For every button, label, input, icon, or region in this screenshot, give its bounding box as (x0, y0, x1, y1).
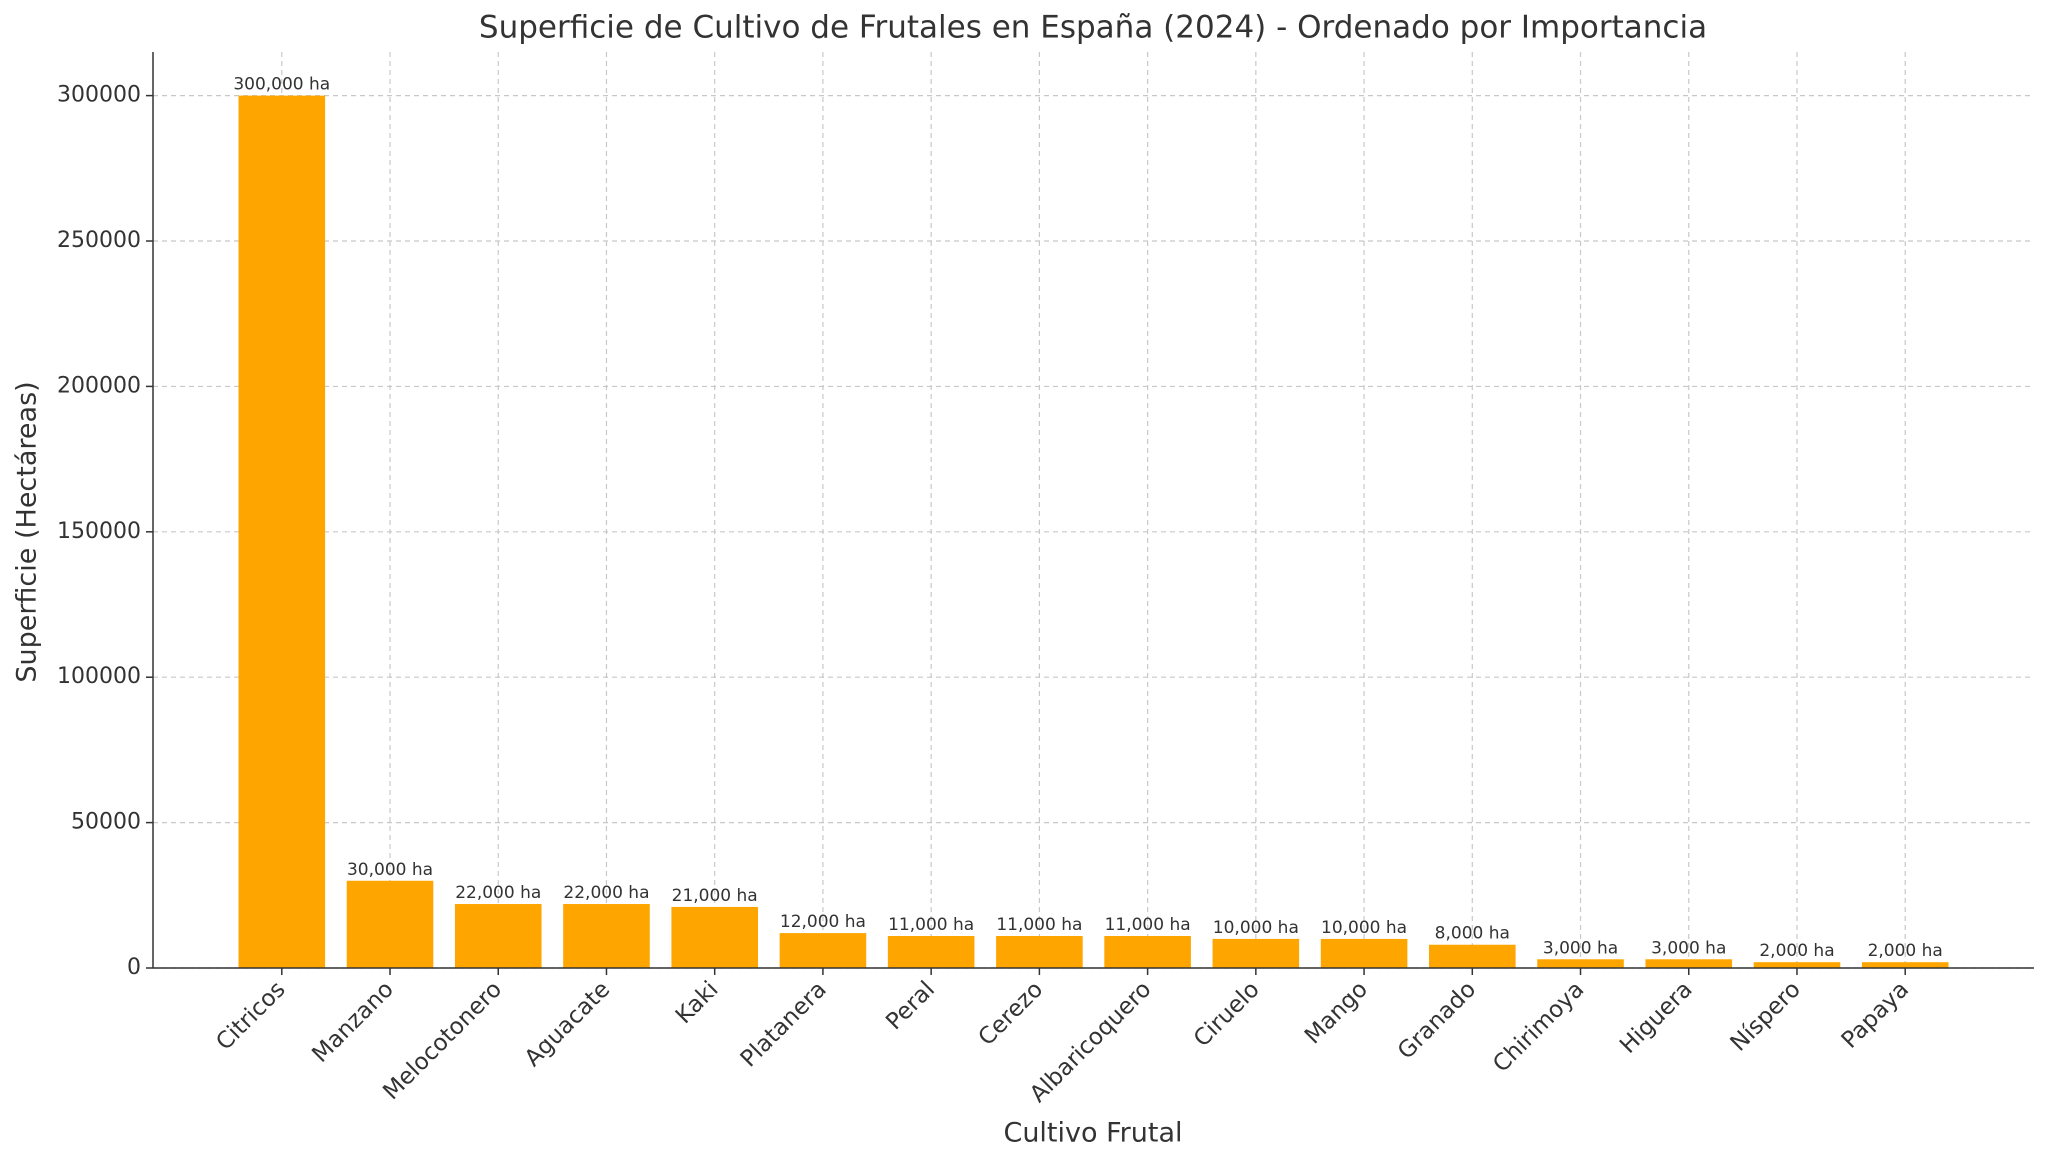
value-label: 11,000 ha (1105, 915, 1191, 935)
value-label: 2,000 ha (1868, 941, 1943, 961)
value-label: 21,000 ha (672, 886, 758, 906)
x-tick-label: Cerezo (974, 976, 1049, 1051)
y-tick-label: 200000 (57, 373, 141, 398)
value-label: 3,000 ha (1543, 938, 1618, 958)
bar (671, 906, 758, 968)
bar (996, 936, 1083, 968)
bar (1537, 959, 1624, 968)
x-tick-label: Chirimoya (1488, 976, 1589, 1077)
value-label: 22,000 ha (563, 883, 649, 903)
bar (563, 904, 650, 968)
value-label: 10,000 ha (1213, 918, 1299, 938)
bar (454, 904, 542, 968)
value-label: 12,000 ha (780, 912, 866, 932)
x-tick-label: Peral (881, 976, 940, 1035)
value-label: 10,000 ha (1321, 918, 1407, 938)
value-label: 8,000 ha (1435, 924, 1510, 944)
x-tick-label: Platanera (736, 976, 832, 1072)
bar (887, 936, 975, 968)
x-tick-label: Granado (1393, 976, 1481, 1064)
y-tick-label: 150000 (57, 519, 141, 544)
value-label: 2,000 ha (1759, 941, 1834, 961)
bar (1320, 938, 1408, 968)
value-label: 11,000 ha (888, 915, 974, 935)
value-label: 3,000 ha (1651, 938, 1726, 958)
value-label: 300,000 ha (233, 75, 330, 95)
bar (779, 933, 867, 968)
x-tick-label: Papaya (1837, 976, 1914, 1053)
y-tick-label: 50000 (71, 810, 141, 835)
bar (1104, 936, 1191, 968)
x-tick-label: Manzano (307, 976, 398, 1067)
y-tick-label: 0 (127, 955, 141, 980)
x-tick-label: Ciruelo (1189, 976, 1265, 1052)
value-label: 30,000 ha (347, 860, 433, 880)
bar (346, 880, 434, 968)
chart-title: Superficie de Cultivo de Frutales en Esp… (479, 10, 1707, 46)
x-tick-label: Kaki (671, 976, 724, 1029)
x-tick-label: Mango (1300, 976, 1373, 1049)
bar (1861, 962, 1949, 968)
bar (1753, 962, 1841, 968)
bar (1429, 944, 1516, 968)
value-label: 22,000 ha (455, 883, 541, 903)
x-axis-label: Cultivo Frutal (1003, 1118, 1182, 1149)
bar (1645, 959, 1733, 968)
y-tick-label: 300000 (57, 83, 141, 108)
x-tick-label: Higuera (1615, 976, 1697, 1058)
y-axis-label: Superficie (Hectáreas) (12, 381, 43, 682)
x-tick-label: Citricos (211, 976, 290, 1055)
value-label: 11,000 ha (996, 915, 1082, 935)
bar (238, 95, 326, 969)
bar (1212, 938, 1300, 968)
x-tick-label: Aguacate (520, 976, 615, 1071)
x-tick-label: Níspero (1726, 976, 1806, 1056)
y-tick-label: 100000 (57, 664, 141, 689)
y-tick-label: 250000 (57, 228, 141, 253)
